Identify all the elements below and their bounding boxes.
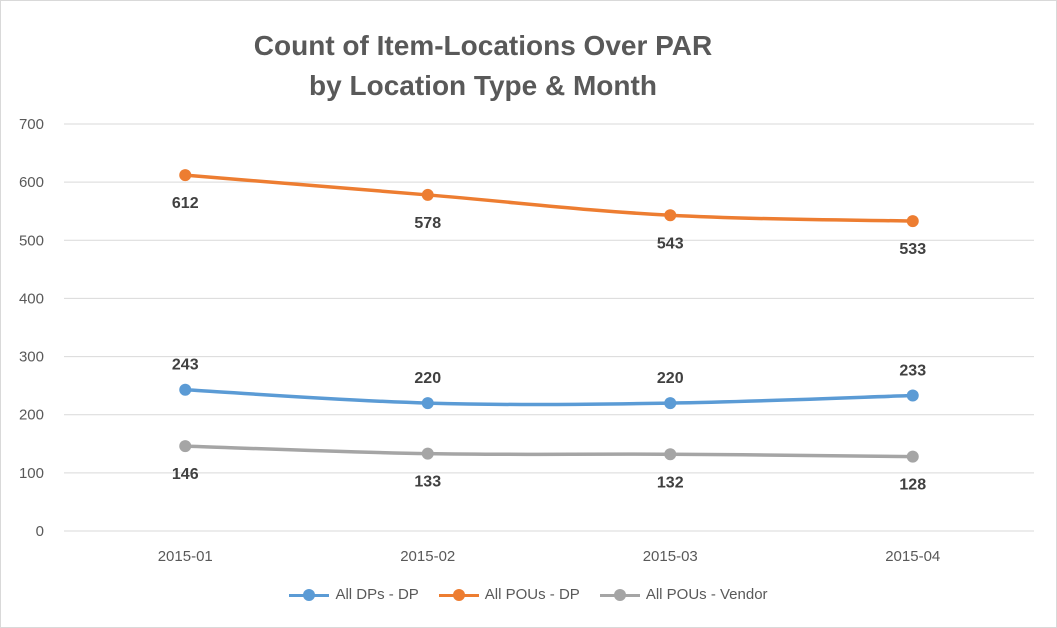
data-point-all-dps-dp xyxy=(179,383,192,396)
legend-label-all-dps-dp: All DPs - DP xyxy=(335,586,419,603)
x-tick-label: 2015-01 xyxy=(158,548,213,565)
data-point-all-pous-dp xyxy=(906,215,919,228)
x-tick-label: 2015-02 xyxy=(400,548,455,565)
chart-title-line2: by Location Type & Month xyxy=(309,70,657,101)
legend-label-all-pous-dp: All POUs - DP xyxy=(484,586,580,603)
series-line-all-pous-dp xyxy=(185,173,913,223)
data-label-all-pous-vendor: 132 xyxy=(657,474,684,491)
chart-title: Count of Item-Locations Over PAR by Loca… xyxy=(150,26,816,106)
data-point-all-pous-vendor xyxy=(664,448,677,461)
legend-marker-all-pous-dp xyxy=(438,588,479,601)
data-label-all-pous-dp: 612 xyxy=(172,195,199,212)
y-tick-label: 100 xyxy=(19,465,44,482)
data-point-all-pous-dp xyxy=(179,169,192,182)
data-label-all-pous-dp: 543 xyxy=(657,235,684,252)
data-point-all-pous-vendor xyxy=(421,447,434,460)
y-tick-label: 200 xyxy=(19,407,44,424)
data-point-all-pous-vendor xyxy=(179,440,192,453)
data-point-all-pous-vendor xyxy=(906,450,919,463)
data-label-all-dps-dp: 220 xyxy=(657,370,684,387)
data-point-all-pous-dp xyxy=(421,188,434,201)
y-tick-label: 700 xyxy=(19,116,44,133)
y-tick-label: 500 xyxy=(19,232,44,249)
legend-item-all-dps-dp: All DPs - DP xyxy=(289,586,419,603)
y-tick-label: 0 xyxy=(36,523,44,540)
data-label-all-pous-vendor: 133 xyxy=(414,474,441,491)
data-label-all-dps-dp: 220 xyxy=(414,370,441,387)
x-tick-label: 2015-04 xyxy=(885,548,940,565)
data-label-all-pous-dp: 578 xyxy=(414,215,441,232)
data-point-all-dps-dp xyxy=(421,397,434,410)
legend-marker-all-pous-vendor xyxy=(599,588,640,601)
y-tick-label: 300 xyxy=(19,349,44,366)
series-line-all-dps-dp xyxy=(185,387,913,407)
chart-title-line1: Count of Item-Locations Over PAR xyxy=(253,30,713,61)
legend-marker-all-dps-dp xyxy=(289,588,330,601)
legend-item-all-pous-dp: All POUs - DP xyxy=(438,586,580,603)
legend-label-all-pous-vendor: All POUs - Vendor xyxy=(645,586,768,603)
data-point-all-dps-dp xyxy=(664,397,677,410)
data-label-all-dps-dp: 243 xyxy=(172,357,199,374)
data-label-all-dps-dp: 233 xyxy=(899,363,926,380)
x-tick-label: 2015-03 xyxy=(643,548,698,565)
data-point-all-pous-dp xyxy=(664,209,677,222)
data-label-all-pous-vendor: 128 xyxy=(899,477,926,494)
legend-item-all-pous-vendor: All POUs - Vendor xyxy=(599,586,768,603)
data-label-all-pous-dp: 533 xyxy=(899,241,926,258)
legend: All DPs - DP All POUs - DP All POUs - Ve… xyxy=(0,586,1057,603)
data-label-all-pous-vendor: 146 xyxy=(172,466,199,483)
y-tick-label: 600 xyxy=(19,174,44,191)
data-point-all-dps-dp xyxy=(906,389,919,402)
y-tick-label: 400 xyxy=(19,290,44,307)
series-line-all-pous-vendor xyxy=(185,444,913,459)
